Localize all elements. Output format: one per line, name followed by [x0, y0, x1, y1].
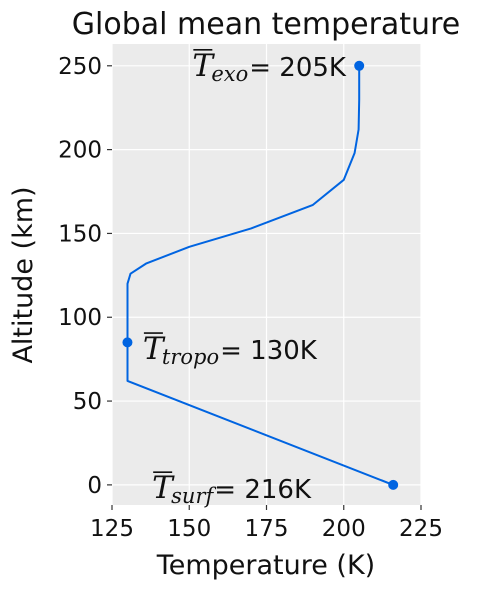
- y-tick-label: 100: [58, 305, 102, 331]
- y-tick-label: 250: [58, 54, 102, 80]
- y-tick-label: 200: [58, 138, 102, 164]
- annotation-symbol: T: [192, 48, 215, 84]
- y-axis-label: Altitude (km): [8, 186, 39, 363]
- data-point: [122, 337, 133, 348]
- x-tick-label: 125: [90, 516, 134, 542]
- data-point: [388, 479, 399, 490]
- annotation-symbol: T: [143, 331, 166, 367]
- x-tick-label: 200: [322, 516, 366, 542]
- y-tick-label: 50: [73, 389, 102, 415]
- annotation-subscript: exo: [211, 62, 248, 86]
- y-tick-label: 0: [87, 473, 102, 499]
- annotation-value: = 216K: [214, 475, 312, 505]
- x-tick-label: 175: [245, 516, 289, 542]
- annotation-value: = 205K: [249, 53, 347, 83]
- x-axis-label: Temperature (K): [156, 550, 375, 581]
- chart-title: Global mean temperature: [72, 7, 460, 42]
- data-point: [354, 60, 365, 71]
- x-tick-label: 150: [167, 516, 211, 542]
- x-tick-label: 225: [399, 516, 443, 542]
- annotation-subscript: surf: [171, 484, 216, 508]
- annotation-subscript: tropo: [162, 345, 219, 369]
- y-tick-label: 150: [58, 221, 102, 247]
- annotation-symbol: T: [152, 470, 175, 506]
- temperature-profile-line: [126, 65, 394, 486]
- annotation-value: = 130K: [220, 336, 318, 366]
